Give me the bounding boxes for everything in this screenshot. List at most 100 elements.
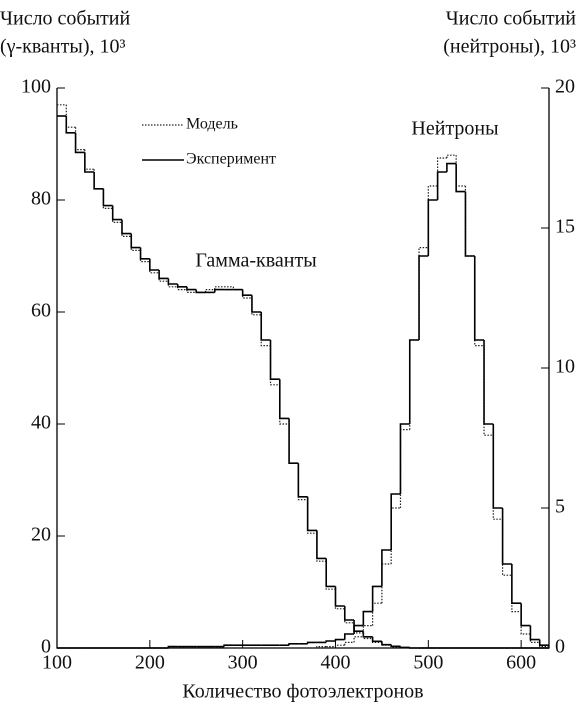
step-segment bbox=[195, 289, 206, 294]
step-segment bbox=[446, 154, 457, 158]
step-segment bbox=[232, 286, 243, 291]
step-segment bbox=[74, 132, 85, 154]
step-segment bbox=[306, 496, 317, 532]
y-tick-label: 80 bbox=[31, 188, 51, 210]
step-segment bbox=[418, 255, 429, 340]
y-axis-label: (γ-кванты), 10³ bbox=[0, 36, 125, 58]
step-segment bbox=[325, 558, 336, 588]
step-segment bbox=[381, 641, 392, 646]
step-segment bbox=[372, 602, 382, 626]
legend-label: Модель bbox=[186, 116, 238, 133]
step-segment bbox=[381, 563, 392, 604]
step-segment bbox=[260, 314, 271, 347]
step-segment bbox=[511, 575, 522, 613]
step-segment bbox=[399, 429, 410, 508]
x-tick-label: 300 bbox=[228, 652, 258, 674]
step-segment bbox=[473, 256, 485, 341]
step-segment bbox=[371, 585, 382, 612]
step-segment bbox=[446, 162, 457, 172]
step-segment bbox=[316, 530, 327, 560]
step-segment bbox=[343, 633, 355, 640]
step-segment bbox=[474, 256, 485, 347]
step-segment bbox=[529, 634, 540, 643]
step-segment bbox=[325, 640, 336, 643]
x-axis-label: Количество фотоэлектронов bbox=[182, 681, 423, 703]
y2-tick-label: 20 bbox=[555, 76, 575, 98]
step-segment bbox=[455, 155, 466, 187]
step-segment bbox=[269, 340, 280, 380]
step-segment bbox=[436, 171, 447, 200]
step-segment bbox=[93, 172, 104, 190]
step-segment bbox=[464, 186, 475, 257]
y2-tick-label: 5 bbox=[555, 496, 565, 518]
step-segment bbox=[520, 611, 531, 635]
step-segment bbox=[242, 289, 252, 299]
step-segment bbox=[455, 163, 466, 193]
step-segment bbox=[316, 646, 327, 648]
step-segment bbox=[353, 624, 364, 634]
x-tick-label: 500 bbox=[413, 652, 443, 674]
step-segment bbox=[177, 286, 187, 291]
step-segment bbox=[214, 286, 225, 290]
step-segment bbox=[427, 185, 438, 248]
step-segment bbox=[344, 641, 355, 646]
step-segment bbox=[139, 247, 150, 260]
step-segment bbox=[149, 261, 160, 274]
step-segment bbox=[399, 646, 410, 649]
step-segment bbox=[538, 639, 549, 646]
step-segment bbox=[288, 424, 299, 464]
step-segment bbox=[381, 549, 392, 587]
x-tick-label: 100 bbox=[42, 652, 72, 674]
step-segment bbox=[362, 625, 373, 637]
step-segment bbox=[483, 340, 494, 425]
step-segment bbox=[362, 632, 373, 640]
step-segment bbox=[139, 250, 150, 263]
step-segment bbox=[84, 149, 95, 170]
step-segment bbox=[93, 169, 104, 190]
legend-label: Эксперимент bbox=[186, 151, 276, 168]
step-segment bbox=[65, 116, 76, 134]
step-segment bbox=[492, 424, 503, 509]
step-segment bbox=[186, 289, 197, 293]
step-segment bbox=[223, 644, 234, 647]
y-axis-label: Число событий bbox=[0, 8, 130, 30]
step-segment bbox=[251, 295, 262, 313]
y-tick-label: 0 bbox=[41, 636, 51, 658]
step-segment bbox=[316, 533, 327, 562]
step-segment bbox=[409, 339, 420, 430]
step-segment bbox=[158, 272, 169, 282]
step-segment bbox=[288, 643, 299, 646]
y2-axis-label: (нейтроны), 10³ bbox=[443, 36, 576, 58]
y-tick-label: 40 bbox=[31, 412, 51, 434]
step-segment bbox=[65, 104, 76, 128]
step-segment bbox=[121, 219, 132, 235]
step-segment bbox=[260, 312, 271, 341]
step-segment bbox=[511, 564, 522, 604]
y-tick-label: 60 bbox=[31, 300, 51, 322]
step-segment bbox=[306, 641, 317, 644]
y2-tick-label: 0 bbox=[555, 636, 565, 658]
step-segment bbox=[176, 284, 187, 288]
step-segment bbox=[158, 270, 169, 280]
x-tick-label: 400 bbox=[320, 652, 350, 674]
step-segment bbox=[427, 199, 438, 256]
step-segment bbox=[362, 631, 373, 638]
y2-tick-label: 10 bbox=[555, 356, 575, 378]
step-segment bbox=[204, 289, 215, 293]
step-segment bbox=[501, 508, 512, 565]
step-segment bbox=[214, 288, 225, 293]
step-segment bbox=[278, 379, 290, 420]
step-segment bbox=[464, 191, 475, 257]
step-segment bbox=[371, 636, 382, 643]
step-segment bbox=[288, 418, 299, 464]
step-segment bbox=[186, 286, 197, 291]
step-segment bbox=[334, 586, 345, 607]
annotation: Гамма-кванты bbox=[195, 250, 316, 272]
step-segment bbox=[418, 247, 429, 340]
step-segment bbox=[102, 188, 113, 207]
step-segment bbox=[408, 647, 420, 649]
step-segment bbox=[492, 435, 503, 520]
step-segment bbox=[353, 636, 364, 643]
y2-axis-label: Число событий bbox=[446, 8, 576, 30]
